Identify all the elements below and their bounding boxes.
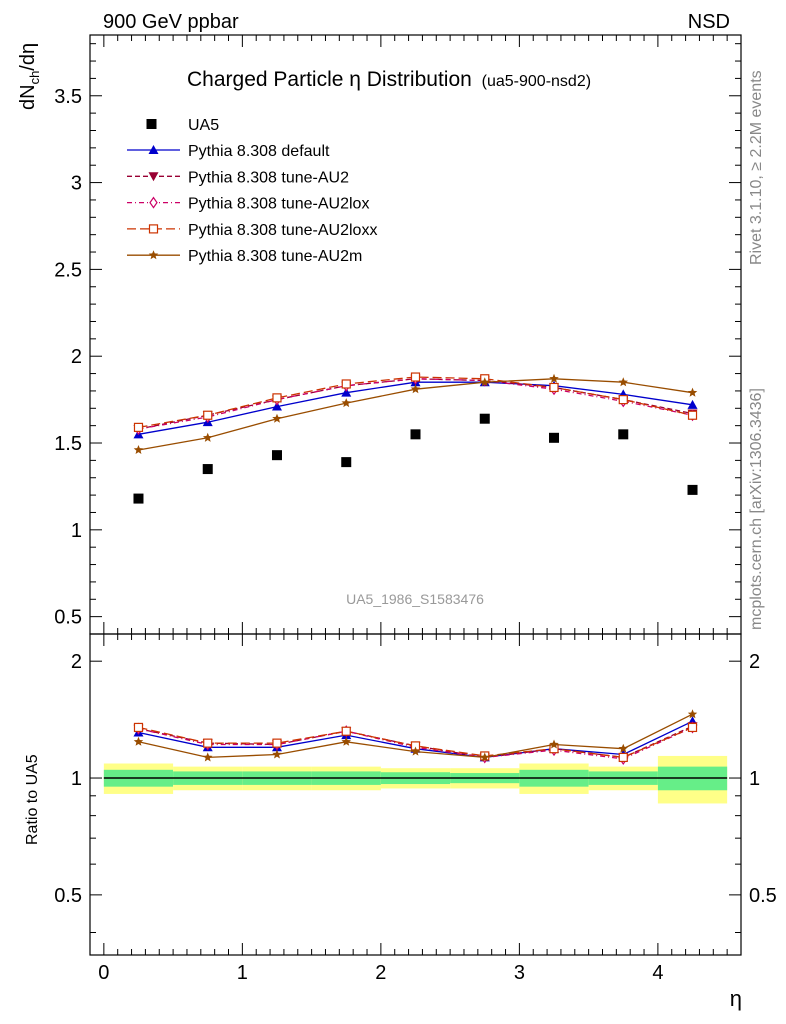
ratio-y-tick-label: 0.5 [54, 885, 82, 907]
ratio-series-point [687, 709, 698, 719]
legend-marker [149, 196, 158, 209]
ua5-data-point [687, 484, 698, 495]
header-right: NSD [688, 11, 730, 33]
main-y-tick-label: 3.5 [54, 86, 82, 108]
main-y-tick-label: 2.5 [54, 259, 82, 281]
ratio-series-point [480, 752, 490, 762]
series-point [272, 393, 282, 403]
ratio-series-point [203, 738, 213, 748]
series-point [272, 413, 282, 423]
main-y-tick-label: 1 [71, 520, 82, 542]
main-y-axis-label: dNch/dη [17, 43, 42, 110]
header-left: 900 GeV ppbar [103, 11, 239, 33]
main-y-tick-label: 2 [71, 346, 82, 368]
analysis-id-label: UA5_1986_S1583476 [346, 591, 484, 607]
mcplots-label: mcplots.cern.ch [arXiv:1306.3436] [748, 388, 765, 630]
legend-entry-label: UA5 [188, 117, 219, 134]
ratio-series-point [687, 722, 698, 733]
ratio-y-tick-label-right: 1 [749, 768, 760, 790]
ratio-y-tick-label: 2 [71, 651, 82, 673]
ratio-series-point [272, 738, 282, 748]
legend-entry-label: Pythia 8.308 tune-AU2m [188, 248, 362, 265]
main-y-tick-label: 0.5 [54, 607, 82, 629]
series-point [202, 432, 213, 442]
ratio-y-tick-label: 1 [71, 768, 82, 790]
legend-entry-label: Pythia 8.308 tune-AU2 [188, 169, 349, 186]
legend: UA5 Pythia 8.308 default Pythia 8.308 tune… [127, 117, 377, 265]
x-axis-label: η [730, 986, 742, 1011]
legend-ua5-marker [146, 119, 157, 129]
ratio-y-axis-label: Ratio to UA5 [24, 754, 41, 845]
ratio-series-point [133, 736, 144, 746]
series-point [618, 377, 629, 387]
legend-marker [148, 145, 159, 154]
series-point [410, 384, 421, 394]
main-y-tick-label: 3 [71, 173, 82, 195]
legend-marker [148, 224, 159, 234]
series-point [203, 410, 213, 420]
ratio-series-point [549, 739, 559, 749]
ratio-series-point [341, 726, 351, 736]
main-y-tick-label: 1.5 [54, 433, 82, 455]
main-y-ticks: 0.5 1 1.5 2 2.5 3 3.5 [54, 43, 741, 635]
series-point [549, 373, 559, 383]
series-point [410, 372, 421, 382]
series-point [133, 422, 144, 432]
main-series-group [133, 372, 698, 454]
rivet-label: Rivet 3.1.10, ≥ 2.2M events [748, 70, 765, 265]
ratio-series-point [618, 752, 628, 763]
legend-marker [148, 250, 159, 260]
ratio-y-tick-label-right: 2 [749, 651, 760, 673]
ratio-uncertainty-band [103, 755, 728, 804]
series-point [341, 398, 351, 408]
series-point [341, 379, 351, 389]
ua5-data-point [341, 457, 352, 468]
ratio-series-point [618, 743, 629, 753]
ratio-series-line [138, 726, 693, 760]
ratio-plot-frame [89, 633, 742, 956]
ua5-data-point [479, 413, 490, 424]
ua5-data-point [202, 464, 213, 475]
ratio-series-group [133, 709, 698, 765]
series-point [133, 444, 144, 454]
legend-entry-label: Pythia 8.308 tune-AU2lox [188, 196, 369, 213]
ratio-y-tick-label-right: 0.5 [749, 885, 777, 907]
series-point [271, 401, 282, 411]
ua5-data-point [618, 429, 629, 440]
chart-title: Charged Particle η Distribution (ua5-900… [187, 68, 591, 91]
x-ticks: 0 1 2 3 4 [98, 35, 728, 984]
x-tick-label: 0 [98, 962, 109, 984]
ratio-series-point [133, 722, 144, 733]
ua5-data-point [133, 493, 144, 504]
series-point [687, 410, 698, 420]
ratio-series-point [272, 749, 282, 759]
x-tick-label: 3 [514, 962, 525, 984]
series-point [341, 387, 352, 397]
ratio-series-point [410, 746, 421, 756]
x-tick-label: 4 [652, 962, 663, 984]
x-tick-label: 2 [375, 962, 386, 984]
ua5-data-points [133, 413, 698, 504]
x-tick-label: 1 [237, 962, 248, 984]
series-point [618, 395, 628, 405]
ua5-data-point [271, 450, 282, 461]
ratio-series-point [202, 752, 213, 762]
series-point [687, 399, 698, 409]
legend-marker [148, 172, 159, 182]
series-point [549, 382, 559, 393]
ua5-data-point [549, 432, 560, 443]
ratio-y-ticks: 0.5 0.5 1 1 2 2 [54, 651, 777, 933]
series-point [687, 387, 698, 397]
legend-entry-label: Pythia 8.308 tune-AU2loxx [188, 222, 377, 239]
series-point [480, 377, 490, 387]
legend-entry-label: Pythia 8.308 default [188, 143, 330, 160]
ratio-series-point [341, 736, 351, 746]
ua5-data-point [410, 429, 421, 440]
